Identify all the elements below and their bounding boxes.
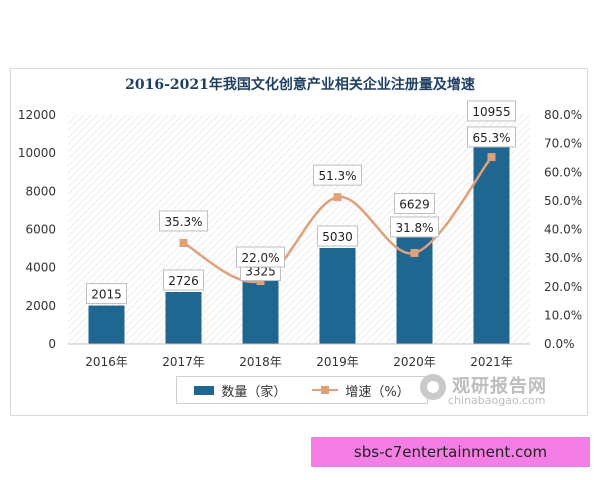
chart-title: 2016-2021年我国文化创意产业相关企业注册量及增速 (125, 77, 475, 93)
watermark-url: chinabaogao.com (448, 394, 546, 407)
category-label: 2017年 (162, 355, 205, 369)
growth-value-label-text: 31.8% (395, 221, 433, 235)
bar-value-label: 5030 (317, 225, 358, 247)
left-tick-label: 12000 (18, 108, 56, 122)
watermark-logo-icon (420, 374, 446, 400)
growth-value-label-text: 22.0% (241, 251, 279, 265)
bar-value-labels: 2015 2726 3325 5030 6629 10955 (86, 100, 516, 305)
watermark-name: 观研报告网 (452, 376, 547, 397)
bar-value-label-box (86, 283, 127, 305)
chart-legend: 数量（家） 增速（%） (176, 376, 428, 404)
bar-value-label-box (467, 100, 516, 122)
right-tick-label: 40.0% (544, 223, 582, 237)
legend-item-growth: 增速（%） (312, 381, 410, 400)
growth-value-label: 35.3% (159, 210, 208, 232)
growth-value-label: 22.0% (236, 246, 285, 268)
right-tick-label: 0.0% (544, 337, 575, 351)
legend-swatch-bar (194, 385, 215, 395)
left-tick-label: 8000 (25, 184, 56, 198)
growth-value-label-box (159, 210, 208, 232)
bar-value-label: 6629 (394, 192, 435, 214)
growth-point (487, 153, 496, 162)
growth-value-label-box (467, 126, 516, 148)
legend-label-growth: 增速（%） (345, 384, 410, 400)
right-axis-ticks: 0.0% 10.0% 20.0% 30.0% 40.0% 50.0% 60.0% 70.0% 8… (544, 108, 582, 351)
legend-item-count: 数量（家） (194, 381, 286, 400)
left-tick-label: 10000 (18, 146, 56, 160)
bar (165, 291, 202, 344)
growth-point (179, 238, 188, 247)
bar (473, 134, 510, 344)
right-tick-label: 30.0% (544, 251, 582, 265)
bar-value-label-text: 2726 (168, 274, 199, 288)
site-banner[interactable]: sbs-c7entertainment.com (311, 437, 590, 467)
category-label: 2018年 (239, 355, 282, 369)
left-tick-label: 4000 (25, 261, 56, 275)
category-label: 2016年 (85, 355, 128, 369)
bar-value-label: 2015 (86, 283, 127, 305)
growth-value-label: 65.3% (467, 126, 516, 148)
bar (242, 280, 279, 344)
bar-value-label-box (317, 225, 358, 247)
left-tick-label: 6000 (25, 223, 56, 237)
bar-value-label-box (163, 269, 204, 291)
growth-value-label-box (313, 164, 362, 186)
bar-value-label: 10955 (467, 100, 516, 122)
legend-swatch-line (312, 385, 339, 395)
bar (319, 248, 356, 344)
right-tick-label: 50.0% (544, 194, 582, 208)
bar-value-label-text: 2015 (91, 288, 122, 302)
growth-value-label: 51.3% (313, 164, 362, 186)
growth-value-label: 31.8% (390, 216, 439, 238)
watermark: 观研报告网 chinabaogao.com (420, 370, 590, 410)
growth-value-label-text: 35.3% (164, 215, 202, 229)
growth-value-label-box (236, 246, 285, 268)
right-tick-label: 60.0% (544, 165, 582, 179)
category-label: 2019年 (316, 355, 359, 369)
right-tick-label: 80.0% (544, 108, 582, 122)
category-label: 2020年 (393, 355, 436, 369)
right-tick-label: 20.0% (544, 280, 582, 294)
bar-value-label-text: 10955 (472, 105, 510, 119)
right-tick-label: 70.0% (544, 137, 582, 151)
bar-value-label-text: 6629 (399, 197, 430, 211)
plot-background (68, 115, 530, 344)
category-label: 2021年 (470, 355, 513, 369)
bar-value-label-text: 3325 (245, 265, 276, 279)
category-labels: 2016年 2017年 2018年 2019年 2020年 2021年 (85, 355, 513, 369)
left-tick-label: 0 (48, 337, 56, 351)
bar-value-label-box (394, 192, 435, 214)
left-axis-ticks: 0 2000 4000 6000 8000 10000 12000 (18, 108, 56, 351)
growth-point (333, 193, 342, 202)
line-value-labels: 35.3% 22.0% 51.3% 31.8% 65.3% (159, 126, 516, 268)
left-tick-label: 2000 (25, 299, 56, 313)
right-tick-label: 10.0% (544, 308, 582, 322)
bar-series (88, 134, 510, 344)
bar (396, 217, 433, 344)
bar-value-label: 2726 (163, 269, 204, 291)
growth-point (410, 248, 419, 257)
legend-label-count: 数量（家） (221, 384, 287, 400)
growth-value-label-box (390, 216, 439, 238)
growth-value-label-text: 65.3% (472, 131, 510, 145)
bar-value-label-text: 5030 (322, 230, 353, 244)
growth-value-label-text: 51.3% (318, 169, 356, 183)
bar (88, 305, 125, 344)
